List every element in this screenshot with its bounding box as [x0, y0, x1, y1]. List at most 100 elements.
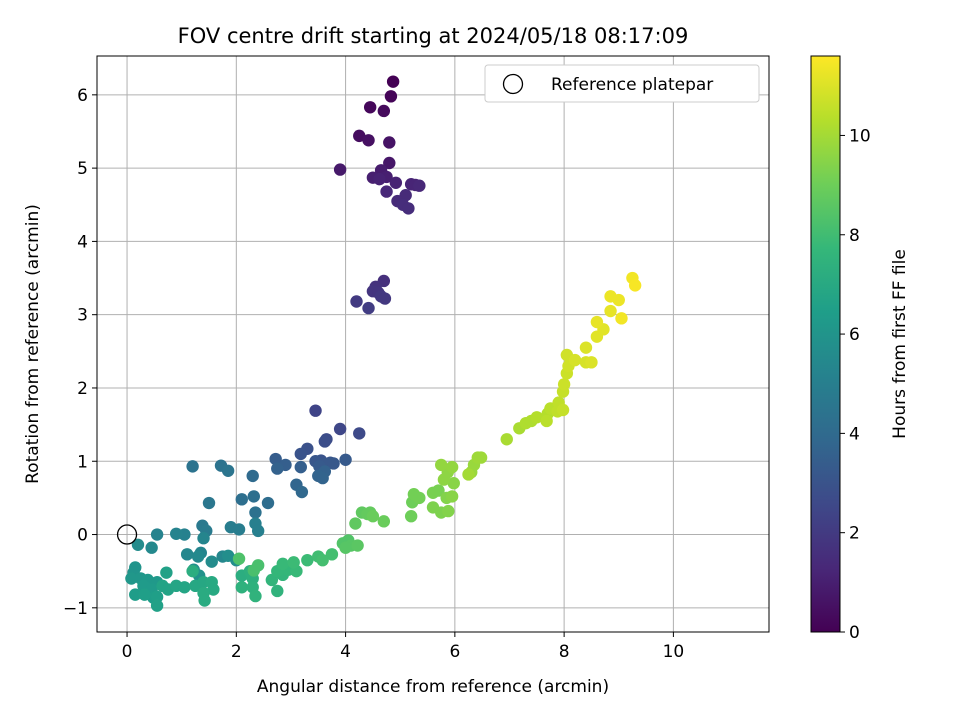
colorbar-gradient [810, 55, 841, 633]
data-point [131, 538, 145, 551]
data-point [150, 590, 164, 604]
x-tick-label: 8 [559, 642, 570, 662]
data-point [447, 477, 460, 490]
y-tick-label: 4 [77, 232, 88, 252]
data-point [251, 524, 265, 538]
chart-title: FOV centre drift starting at 2024/05/18 … [178, 24, 689, 48]
data-point [316, 553, 329, 567]
data-point [271, 584, 284, 598]
data-point [235, 581, 248, 594]
x-axis-label: Angular distance from reference (arcmin) [257, 677, 609, 697]
data-point [186, 564, 199, 578]
y-tick-label: 0 [77, 526, 88, 546]
data-point [246, 469, 259, 483]
colorbar-tick-label: 10 [849, 126, 871, 146]
x-tick-label: 6 [449, 642, 460, 662]
data-point [198, 594, 211, 607]
data-point [540, 414, 553, 428]
colorbar: 0 2 4 6 8 10 Hours from first FF file [810, 55, 910, 643]
data-point [309, 404, 322, 417]
x-tick-label: 0 [122, 642, 133, 662]
data-point [362, 301, 375, 315]
data-point [160, 566, 173, 579]
data-point [363, 101, 377, 114]
data-point [383, 156, 396, 170]
data-point [353, 129, 366, 143]
data-point [178, 581, 191, 594]
colorbar-tick-label: 2 [849, 524, 860, 544]
data-point [377, 515, 391, 528]
data-point [402, 202, 415, 215]
data-point [221, 464, 235, 477]
data-point [462, 468, 475, 481]
data-point [205, 555, 218, 568]
grid-lines [97, 56, 769, 632]
y-tick-label: 5 [77, 159, 88, 179]
data-point [471, 451, 484, 464]
data-point [269, 452, 282, 466]
colorbar-tick-label: 6 [849, 325, 860, 345]
y-tick-label: 6 [77, 86, 88, 106]
data-point [413, 179, 426, 192]
data-point [556, 403, 570, 417]
data-point [366, 510, 380, 523]
data-point [384, 90, 398, 103]
colorbar-ticks: 0 2 4 6 8 10 [840, 126, 871, 643]
data-point [325, 548, 339, 561]
data-point [378, 292, 392, 305]
colorbar-tick-label: 0 [849, 623, 860, 643]
data-point [604, 304, 617, 318]
colorbar-tick-label: 4 [849, 424, 860, 444]
data-point [294, 447, 307, 461]
data-point [316, 471, 329, 485]
data-point [386, 75, 400, 88]
data-point [249, 589, 262, 603]
data-point [235, 493, 248, 506]
data-point [327, 457, 340, 470]
x-tick-label: 10 [663, 642, 685, 662]
data-point [261, 496, 275, 510]
legend-marker-open-circle [502, 73, 524, 95]
data-point [271, 462, 284, 475]
y-tick-label: −1 [63, 599, 88, 619]
y-tick-label: 2 [77, 379, 88, 399]
data-point [333, 422, 347, 436]
colorbar-tick-label: 8 [849, 226, 860, 246]
data-point [373, 172, 386, 186]
data-point [530, 411, 544, 424]
data-point [349, 517, 362, 530]
data-point [207, 583, 220, 596]
data-point [615, 312, 628, 325]
legend-box [484, 64, 760, 103]
y-axis-ticks: −1 0 1 2 3 4 5 6 [63, 86, 97, 619]
data-point [301, 553, 314, 567]
data-point [590, 315, 604, 329]
reference-marker [116, 524, 138, 545]
x-tick-label: 2 [231, 642, 242, 662]
data-point [362, 134, 375, 147]
data-point [500, 433, 513, 446]
data-point [138, 588, 151, 601]
data-point [186, 460, 199, 473]
data-point [557, 378, 571, 391]
data-point [150, 599, 164, 612]
data-point [339, 541, 352, 554]
data-point [445, 490, 459, 503]
y-tick-label: 3 [77, 306, 88, 326]
data-point [377, 104, 391, 118]
data-point [585, 356, 598, 369]
data-point [202, 496, 216, 510]
y-tick-label: 1 [77, 452, 88, 472]
data-point [339, 453, 352, 466]
data-point [389, 176, 403, 189]
data-point [568, 353, 582, 367]
data-point [129, 588, 142, 601]
data-point [247, 564, 260, 577]
data-point [294, 460, 307, 474]
data-points [125, 75, 642, 612]
reference-point [116, 524, 138, 545]
x-axis-ticks: 0 2 4 6 8 10 [122, 632, 685, 662]
data-point [170, 527, 183, 541]
legend-label: Reference platepar [551, 75, 713, 95]
